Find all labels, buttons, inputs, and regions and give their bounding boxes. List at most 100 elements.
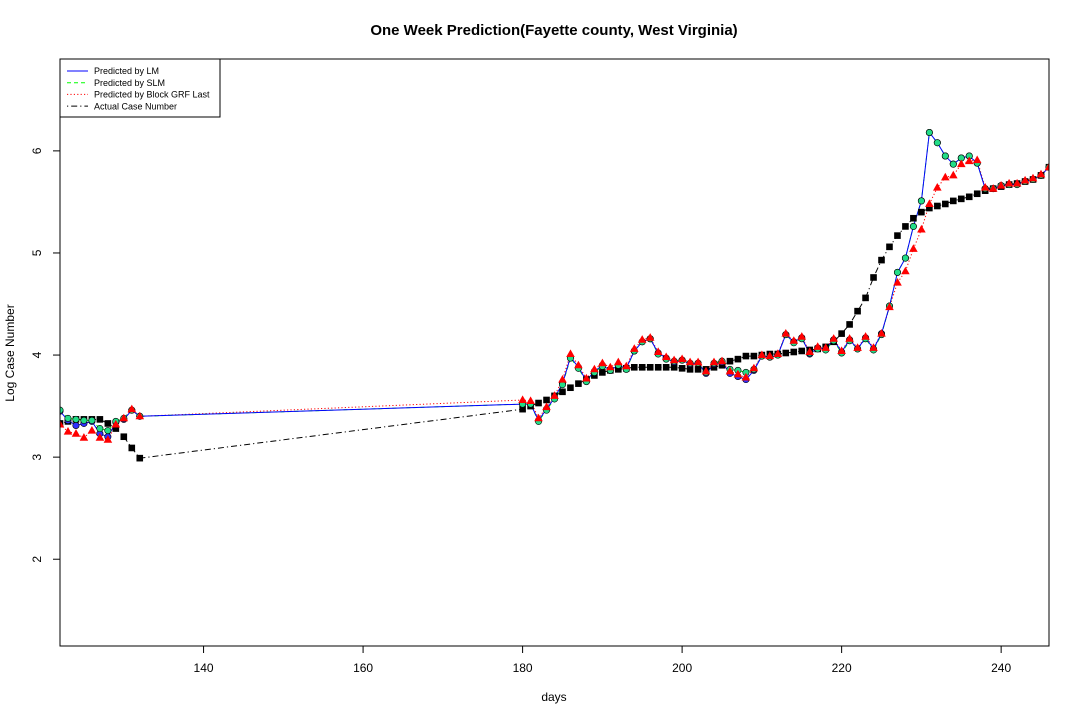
- data-point: [901, 254, 909, 262]
- data-point: [757, 350, 767, 359]
- chart-title: One Week Prediction(Fayette county, West…: [370, 22, 737, 39]
- data-point: [120, 433, 128, 441]
- data-point: [965, 193, 973, 201]
- data-point: [127, 404, 137, 413]
- data-point: [60, 406, 64, 414]
- data-point: [972, 155, 982, 164]
- data-point: [734, 355, 742, 363]
- data-point: [949, 170, 958, 179]
- data-point: [996, 181, 1006, 189]
- y-tick-label: 6: [30, 147, 44, 154]
- data-point: [534, 413, 543, 422]
- data-point: [104, 420, 112, 427]
- data-point: [615, 366, 622, 373]
- y-axis-label: Log Case Number: [3, 304, 17, 401]
- data-point: [933, 183, 942, 191]
- data-point: [64, 414, 72, 422]
- data-point: [104, 427, 112, 435]
- data-point: [566, 349, 575, 357]
- data-point: [677, 354, 687, 363]
- data-point: [798, 347, 806, 355]
- data-point: [709, 357, 719, 366]
- data-point: [567, 384, 574, 392]
- data-point: [973, 190, 981, 198]
- data-point: [925, 129, 933, 137]
- data-point: [870, 274, 877, 281]
- data-point: [653, 347, 663, 355]
- data-point: [781, 329, 791, 337]
- data-point: [902, 223, 909, 230]
- data-point: [661, 352, 671, 361]
- data-point: [917, 197, 925, 205]
- data-point: [519, 405, 526, 413]
- data-point: [782, 349, 790, 357]
- data-point: [1012, 178, 1022, 187]
- data-point: [72, 421, 80, 429]
- data-point: [941, 152, 949, 160]
- data-point: [717, 356, 727, 365]
- data-point: [630, 364, 638, 371]
- data-point: [1036, 169, 1046, 178]
- data-point: [654, 364, 662, 371]
- y-axis: 2 3 4 5 6: [30, 147, 60, 563]
- data-point: [558, 375, 567, 383]
- data-point: [893, 278, 902, 286]
- data-point: [96, 416, 104, 423]
- data-point: [949, 160, 957, 168]
- data-point: [550, 391, 559, 399]
- data-point: [894, 232, 901, 239]
- data-point: [957, 195, 965, 203]
- legend-label: Predicted by LM: [94, 66, 159, 76]
- legend-label: Predicted by SLM: [94, 78, 165, 88]
- data-point: [926, 204, 933, 212]
- data-point: [119, 413, 129, 422]
- data-point: [846, 321, 853, 328]
- data-point: [980, 183, 990, 191]
- data-point: [789, 336, 799, 344]
- data-point: [95, 433, 105, 441]
- data-point: [599, 369, 606, 376]
- x-tick-label: 160: [353, 661, 373, 675]
- data-point: [909, 222, 917, 230]
- data-point: [1004, 178, 1014, 187]
- data-point: [805, 347, 814, 355]
- legend-label: Predicted by Block GRF Last: [94, 90, 210, 100]
- data-point: [885, 302, 894, 311]
- data-point: [750, 352, 758, 360]
- data-point: [582, 373, 591, 382]
- data-point: [543, 396, 550, 404]
- data-point: [128, 444, 136, 452]
- data-point: [909, 244, 918, 252]
- x-tick-label: 240: [991, 661, 1011, 675]
- data-point: [518, 395, 527, 403]
- plot-area: [60, 129, 1049, 462]
- data-point: [893, 268, 901, 276]
- data-point: [725, 366, 735, 375]
- data-point: [886, 243, 893, 251]
- x-axis-label: days: [541, 690, 566, 704]
- data-point: [957, 159, 966, 168]
- data-point: [135, 411, 145, 420]
- data-point: [988, 184, 998, 192]
- data-point: [701, 366, 711, 375]
- data-point: [790, 348, 798, 356]
- data-point: [574, 360, 583, 369]
- x-tick-label: 180: [513, 661, 533, 675]
- legend-box: [59, 58, 221, 118]
- x-tick-label: 220: [832, 661, 852, 675]
- data-point: [749, 363, 759, 372]
- data-point: [662, 364, 670, 371]
- data-point: [933, 139, 941, 147]
- data-point: [813, 342, 822, 350]
- data-point: [630, 344, 639, 352]
- plot-frame: [59, 58, 1050, 647]
- x-axis: 140 160 180 200 220 240: [194, 646, 1011, 675]
- data-point: [694, 366, 702, 373]
- data-point: [845, 334, 854, 342]
- data-point: [869, 343, 878, 351]
- data-point: [949, 197, 957, 205]
- y-tick-label: 4: [30, 351, 44, 358]
- y-tick-label: 2: [30, 556, 44, 563]
- data-point: [136, 454, 144, 462]
